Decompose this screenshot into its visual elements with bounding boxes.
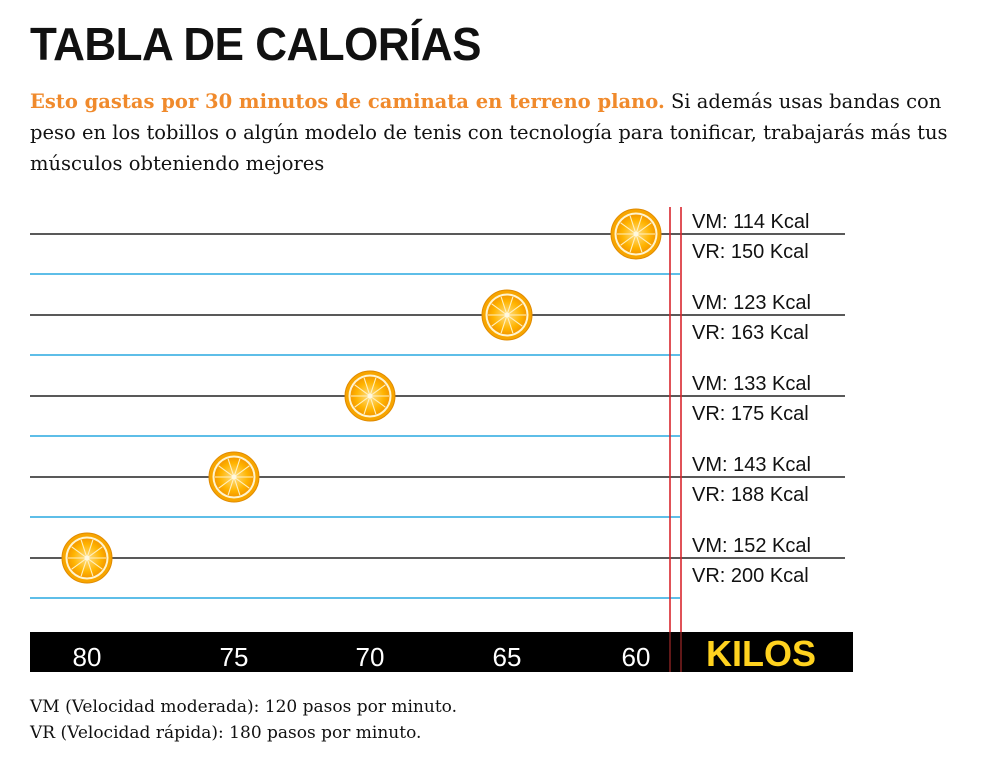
orange-slice-icon (208, 451, 260, 503)
vr-data-label: VR: 188 Kcal (692, 484, 809, 506)
vr-data-label: VR: 150 Kcal (692, 241, 809, 263)
orange-slice-icon (344, 370, 396, 422)
vr-data-label: VR: 200 Kcal (692, 565, 809, 587)
vr-data-label: VR: 175 Kcal (692, 403, 809, 425)
footnote-vr: VR (Velocidad rápida): 180 pasos por min… (30, 723, 422, 743)
intro-lead: Esto gastas por 30 minutos de caminata e… (30, 90, 665, 113)
x-tick-label: 65 (493, 642, 522, 672)
footnote-vm: VM (Velocidad moderada): 120 pasos por m… (30, 697, 458, 717)
intro-rest: Si además usas bandas con peso en los to… (30, 90, 948, 175)
intro-text: Esto gastas por 30 minutos de caminata e… (30, 86, 960, 179)
vm-data-label: VM: 143 Kcal (692, 454, 811, 476)
vr-data-label: VR: 163 Kcal (692, 322, 809, 344)
vm-data-label: VM: 133 Kcal (692, 373, 811, 395)
x-tick-label: 80 (73, 642, 102, 672)
x-axis-bar (30, 632, 853, 672)
vm-data-label: VM: 123 Kcal (692, 292, 811, 314)
page-title: TABLA DE CALORÍAS (30, 18, 482, 71)
calorie-chart: VM: 114 Kcal VR: 150 Kcal VM: 123 Kcal VR: … (30, 207, 853, 674)
x-tick-label: 70 (356, 642, 385, 672)
x-tick-label: 60 (622, 642, 651, 672)
orange-slice-icon (61, 532, 113, 584)
vm-data-label: VM: 114 Kcal (692, 211, 809, 233)
x-axis-label: KILOS (706, 633, 816, 674)
x-tick-label: 75 (220, 642, 249, 672)
vm-data-label: VM: 152 Kcal (692, 535, 811, 557)
footnotes: VM (Velocidad moderada): 120 pasos por m… (30, 694, 457, 746)
orange-slice-icon (481, 289, 533, 341)
orange-slice-icon (610, 208, 662, 260)
